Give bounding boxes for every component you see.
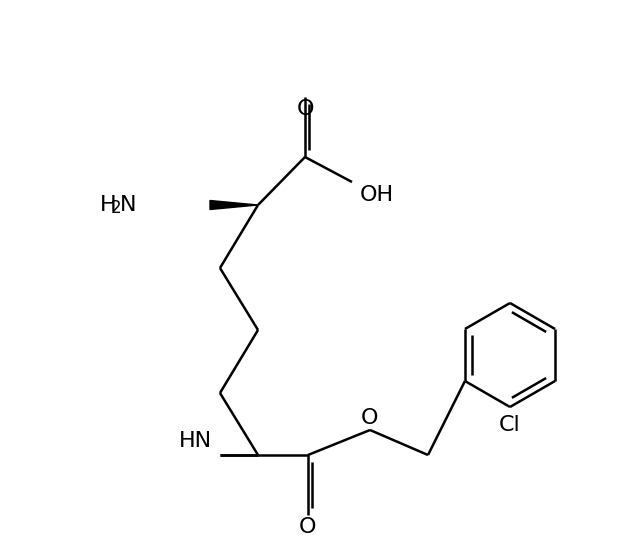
Text: O: O bbox=[361, 408, 379, 428]
Text: Cl: Cl bbox=[499, 415, 521, 435]
Text: H: H bbox=[100, 195, 116, 215]
Text: N: N bbox=[120, 195, 136, 215]
Text: OH: OH bbox=[360, 185, 394, 205]
Polygon shape bbox=[210, 201, 258, 209]
Text: 2: 2 bbox=[111, 199, 122, 217]
Text: O: O bbox=[296, 99, 314, 119]
Text: HN: HN bbox=[179, 431, 212, 451]
Text: O: O bbox=[300, 517, 317, 537]
